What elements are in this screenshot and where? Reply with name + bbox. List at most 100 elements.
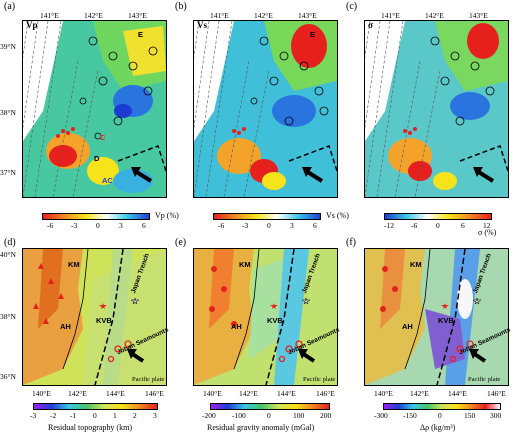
cbar-tick: -3 bbox=[242, 221, 249, 230]
label-d: D bbox=[94, 154, 100, 163]
panel-f-letter: (f) bbox=[346, 237, 356, 248]
x-tick: 140°E bbox=[32, 389, 51, 398]
y-tick: 36°N bbox=[0, 372, 16, 381]
label-c: C bbox=[100, 133, 106, 142]
cbar-tick: -6 bbox=[411, 221, 418, 230]
cbar-tick: 0 bbox=[438, 411, 442, 420]
cbar-label: Vs (%) bbox=[326, 211, 349, 220]
cbar-tick: 3 bbox=[153, 411, 157, 420]
cbar-label: Δρ (kg/m³) bbox=[420, 423, 456, 432]
colorbar-density bbox=[383, 403, 501, 410]
label-km: KM bbox=[68, 260, 80, 269]
cbar-label: Residual gravity anomaly (mGal) bbox=[207, 423, 315, 432]
x-tick: 141°E bbox=[210, 11, 229, 20]
cbar-tick: 0 bbox=[96, 221, 100, 230]
cbar-tick: 0 bbox=[267, 221, 271, 230]
x-tick: 142°E bbox=[410, 389, 429, 398]
map-sigma bbox=[364, 20, 509, 198]
cbar-tick: -6 bbox=[47, 221, 54, 230]
field-label: Vs bbox=[197, 20, 208, 30]
label-kvb: KVB bbox=[267, 316, 283, 325]
y-tick: 40°N bbox=[0, 250, 16, 259]
cbar-tick: 6 bbox=[142, 221, 146, 230]
cbar-tick: 200 bbox=[320, 411, 332, 420]
panel-a-letter: (a) bbox=[4, 1, 16, 12]
cbar-label: Vp (%) bbox=[155, 211, 179, 220]
label-e: E bbox=[310, 30, 316, 39]
label-plate: Pacific plate bbox=[132, 376, 165, 383]
cbar-tick: 100 bbox=[293, 411, 305, 420]
x-tick: 141°E bbox=[381, 11, 400, 20]
cbar-tick: -12 bbox=[384, 221, 394, 230]
y-tick: 38°N bbox=[0, 312, 16, 321]
cbar-tick: -100 bbox=[232, 411, 246, 420]
x-tick: 143°E bbox=[298, 11, 317, 20]
cbar-label: Residual topography (km) bbox=[48, 423, 132, 432]
cbar-tick: 12 bbox=[483, 221, 491, 230]
label-e: E bbox=[138, 30, 144, 39]
colorbar-vp bbox=[42, 213, 150, 220]
cbar-tick: -200 bbox=[202, 411, 216, 420]
cbar-tick: -6 bbox=[218, 221, 225, 230]
cbar-label: σ (%) bbox=[478, 228, 497, 237]
x-tick: 142°E bbox=[239, 389, 258, 398]
colorbar-vs bbox=[213, 213, 321, 220]
x-tick: 141°E bbox=[40, 11, 59, 20]
cbar-tick: -300 bbox=[374, 411, 388, 420]
x-tick: 140°E bbox=[203, 389, 222, 398]
x-tick: 144°E bbox=[277, 389, 296, 398]
label-kvb: KVB bbox=[438, 316, 454, 325]
panel-e-letter: (e) bbox=[175, 237, 187, 248]
cbar-tick: 0 bbox=[267, 411, 271, 420]
y-tick: 39°N bbox=[0, 42, 16, 51]
cbar-tick: 0 bbox=[436, 221, 440, 230]
cbar-tick: 6 bbox=[461, 221, 465, 230]
field-label: Vp bbox=[26, 20, 38, 30]
cbar-tick: 300 bbox=[490, 411, 502, 420]
label-ah: AH bbox=[60, 322, 71, 331]
x-tick: 146°E bbox=[316, 389, 335, 398]
y-tick: 38°N bbox=[0, 108, 16, 117]
x-tick: 144°E bbox=[448, 389, 467, 398]
panel-d-letter: (d) bbox=[4, 237, 16, 248]
x-tick: 144°E bbox=[106, 389, 125, 398]
cbar-tick: 6 bbox=[313, 221, 317, 230]
x-tick: 146°E bbox=[487, 389, 506, 398]
map-vs bbox=[193, 20, 338, 198]
cbar-tick: 0 bbox=[93, 411, 97, 420]
map-topography bbox=[22, 248, 167, 386]
map-vp bbox=[22, 20, 167, 198]
map-gravity bbox=[193, 248, 338, 386]
label-a: A bbox=[56, 150, 62, 159]
x-tick: 143°E bbox=[469, 11, 488, 20]
cbar-tick: 2 bbox=[133, 411, 137, 420]
field-label: σ bbox=[368, 20, 373, 30]
x-tick: 142°E bbox=[425, 11, 444, 20]
cbar-tick: 3 bbox=[290, 221, 294, 230]
cbar-tick: -2 bbox=[50, 411, 57, 420]
cbar-tick: -3 bbox=[30, 411, 37, 420]
label-plate: Pacific plate bbox=[468, 376, 501, 383]
x-tick: 142°E bbox=[84, 11, 103, 20]
cbar-tick: 150 bbox=[464, 411, 476, 420]
cbar-tick: -150 bbox=[403, 411, 417, 420]
x-tick: 142°E bbox=[254, 11, 273, 20]
cbar-tick: -1 bbox=[70, 411, 77, 420]
label-km: KM bbox=[410, 260, 422, 269]
x-tick: 143°E bbox=[128, 11, 147, 20]
panel-c-letter: (c) bbox=[346, 1, 358, 12]
map-density bbox=[364, 248, 509, 386]
label-ah: AH bbox=[402, 322, 413, 331]
label-kvb: KVB bbox=[96, 316, 112, 325]
label-ac: AC bbox=[102, 176, 113, 185]
cbar-tick: 3 bbox=[119, 221, 123, 230]
y-tick: 37°N bbox=[0, 168, 16, 177]
panel-b-letter: (b) bbox=[175, 1, 187, 12]
colorbar-topo bbox=[33, 403, 158, 410]
label-ah: AH bbox=[231, 322, 242, 331]
colorbar-sigma bbox=[384, 213, 492, 220]
x-tick: 142°E bbox=[68, 389, 87, 398]
cbar-tick: 1 bbox=[113, 411, 117, 420]
label-km: KM bbox=[239, 260, 251, 269]
cbar-tick: -3 bbox=[71, 221, 78, 230]
